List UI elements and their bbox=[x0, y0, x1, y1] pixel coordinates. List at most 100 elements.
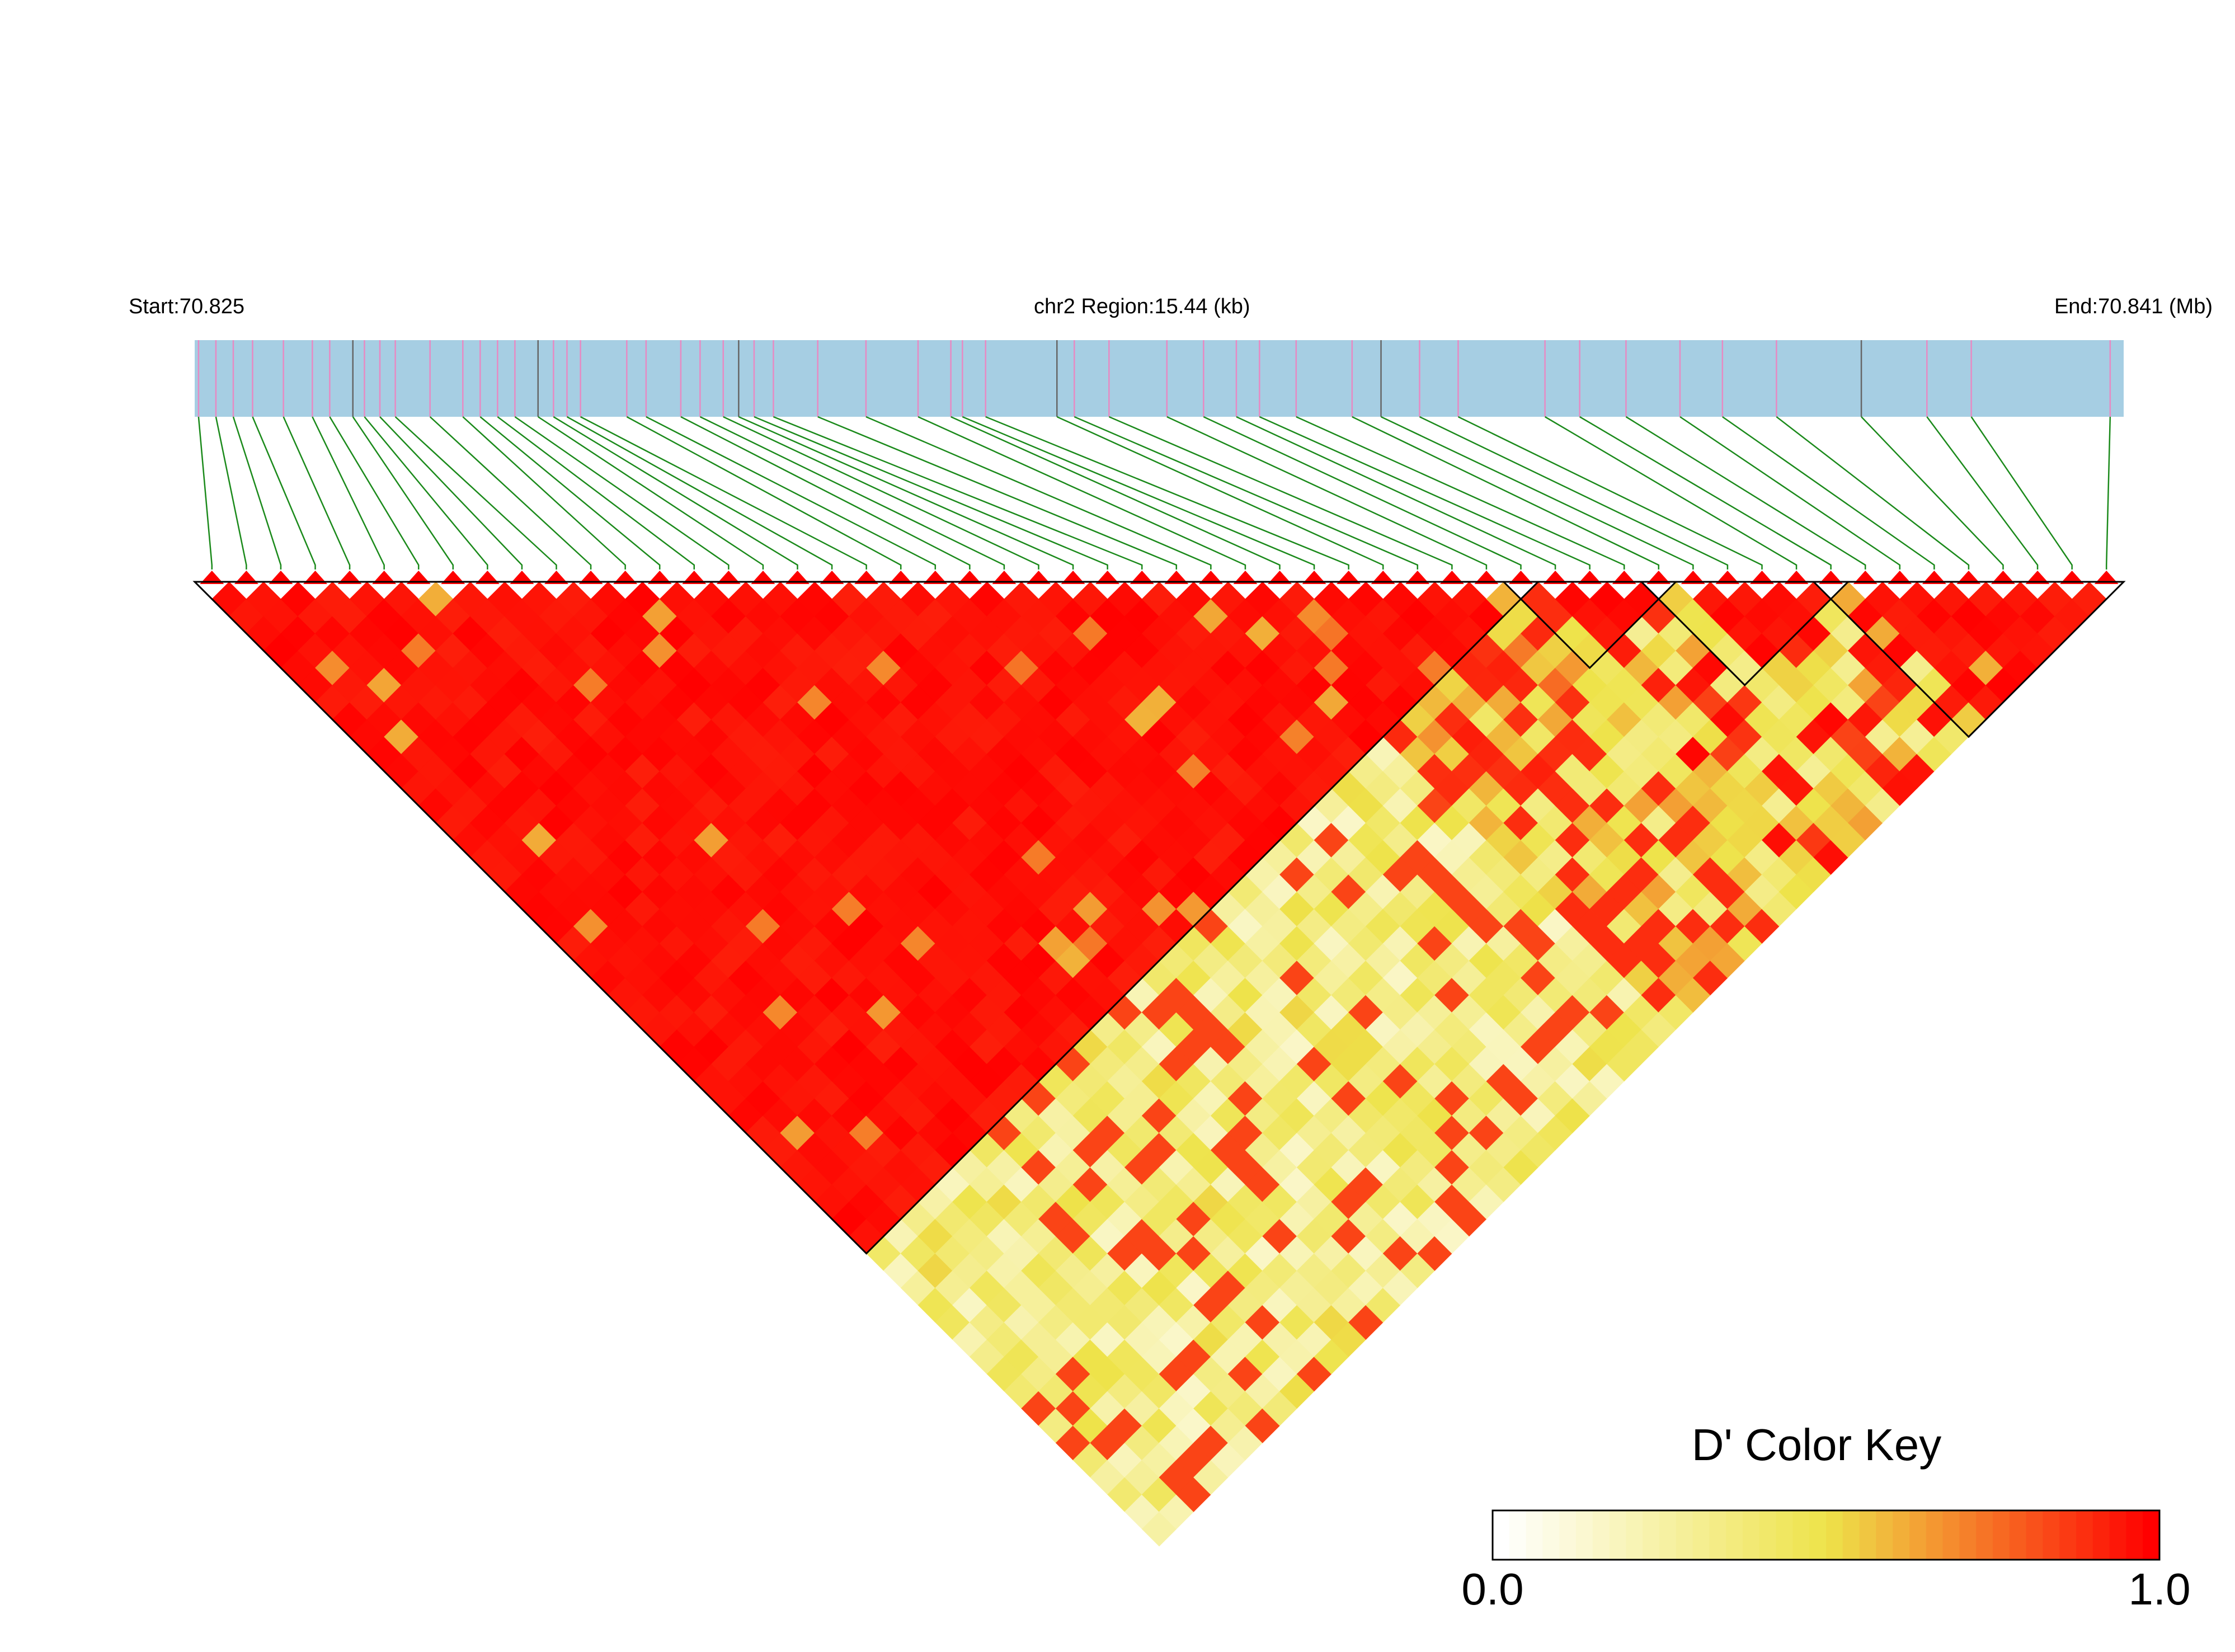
snp-connector bbox=[2105, 416, 2111, 570]
snp-connector bbox=[364, 416, 488, 570]
color-key-swatch bbox=[1509, 1510, 1527, 1560]
ld-heatmap-cells bbox=[211, 581, 2107, 1547]
snp-connector bbox=[1074, 416, 1419, 570]
snp-marker bbox=[1095, 571, 1120, 584]
snp-marker bbox=[1405, 571, 1430, 584]
snp-marker bbox=[441, 571, 465, 584]
start-position-label: Start:70.825 bbox=[129, 295, 244, 318]
snp-connector bbox=[680, 416, 971, 570]
color-key-min-label: 0.0 bbox=[1461, 1564, 1523, 1614]
snp-marker bbox=[1922, 571, 1946, 584]
snp-marker bbox=[1612, 571, 1636, 584]
snp-connector bbox=[917, 416, 1246, 570]
snp-connector bbox=[1579, 416, 1832, 570]
snp-marker bbox=[1439, 571, 1464, 584]
snp-connector bbox=[962, 416, 1315, 570]
color-key-swatch bbox=[2076, 1510, 2093, 1560]
color-key-swatch bbox=[1493, 1510, 1510, 1560]
snp-connector bbox=[723, 416, 1039, 570]
color-key-swatch bbox=[2026, 1510, 2043, 1560]
snp-marker bbox=[337, 571, 362, 584]
snp-connector bbox=[514, 416, 730, 570]
color-key-swatch bbox=[1893, 1510, 1910, 1560]
snp-connector bbox=[429, 416, 592, 570]
snp-connector bbox=[985, 416, 1349, 570]
snp-connector bbox=[215, 416, 247, 570]
color-key-swatch bbox=[2109, 1510, 2126, 1560]
snp-marker bbox=[1474, 571, 1499, 584]
snp-marker bbox=[1371, 571, 1395, 584]
snp-connector bbox=[1352, 416, 1660, 570]
snp-connector bbox=[283, 416, 351, 570]
snp-connector bbox=[646, 416, 937, 570]
snp-marker bbox=[1819, 571, 1843, 584]
snp-connector bbox=[1679, 416, 1901, 570]
snp-marker bbox=[1543, 571, 1568, 584]
snp-marker bbox=[888, 571, 913, 584]
color-key-swatch bbox=[1626, 1510, 1643, 1560]
snp-marker bbox=[1578, 571, 1602, 584]
snp-connector bbox=[1203, 416, 1522, 570]
color-key-swatch bbox=[2092, 1510, 2110, 1560]
color-key-swatch bbox=[2126, 1510, 2143, 1560]
color-key-swatch bbox=[2143, 1510, 2160, 1560]
snp-connector bbox=[394, 416, 557, 570]
color-key-swatch bbox=[1609, 1510, 1626, 1560]
snp-marker-row bbox=[200, 571, 2119, 584]
color-key-swatch bbox=[1559, 1510, 1577, 1560]
snp-marker bbox=[854, 571, 879, 584]
snp-connector bbox=[1236, 416, 1556, 570]
snp-connector bbox=[951, 416, 1281, 570]
snp-connector bbox=[462, 416, 626, 570]
color-key-swatch bbox=[1842, 1510, 1860, 1560]
snp-marker bbox=[1646, 571, 1671, 584]
snp-marker bbox=[1508, 571, 1533, 584]
color-key-swatch bbox=[1776, 1510, 1793, 1560]
snp-marker bbox=[234, 571, 258, 584]
snp-marker bbox=[475, 571, 500, 584]
snp-marker bbox=[200, 571, 224, 584]
color-key-swatch bbox=[1692, 1510, 1710, 1560]
snp-marker bbox=[1853, 571, 1878, 584]
color-key-swatch bbox=[1576, 1510, 1593, 1560]
snp-connector bbox=[197, 416, 213, 570]
snp-marker bbox=[1267, 571, 1292, 584]
snp-marker bbox=[1233, 571, 1258, 584]
color-key-max-label: 1.0 bbox=[2128, 1564, 2190, 1614]
snp-marker bbox=[1337, 571, 1361, 584]
snp-marker bbox=[269, 571, 293, 584]
snp-marker bbox=[1784, 571, 1809, 584]
snp-connector bbox=[817, 416, 1178, 570]
snp-connector bbox=[754, 416, 1108, 570]
snp-marker bbox=[2060, 571, 2085, 584]
snp-marker bbox=[1061, 571, 1085, 584]
snp-marker bbox=[716, 571, 741, 584]
snp-connector bbox=[1108, 416, 1453, 570]
end-position-label: End:70.841 (Mb) bbox=[2054, 295, 2213, 318]
color-key-swatch bbox=[1926, 1510, 1944, 1560]
color-key-swatch bbox=[1826, 1510, 1843, 1560]
snp-marker bbox=[1130, 571, 1154, 584]
snp-marker bbox=[303, 571, 328, 584]
snp-marker bbox=[372, 571, 397, 584]
haplotype-block-outline bbox=[1639, 581, 1851, 686]
color-key-swatch bbox=[1993, 1510, 2010, 1560]
snp-connector bbox=[252, 416, 316, 570]
color-key-swatch bbox=[2059, 1510, 2077, 1560]
snp-marker bbox=[2094, 571, 2119, 584]
color-key-swatch bbox=[1809, 1510, 1827, 1560]
color-key-swatch bbox=[1726, 1510, 1743, 1560]
color-key-swatch bbox=[1526, 1510, 1543, 1560]
snp-marker bbox=[1991, 571, 2016, 584]
color-key-swatch bbox=[1909, 1510, 1927, 1560]
snp-marker bbox=[992, 571, 1017, 584]
color-key-swatch bbox=[1676, 1510, 1693, 1560]
snp-connector-lines bbox=[197, 416, 2111, 570]
snp-tick-group bbox=[197, 340, 2111, 417]
snp-connector bbox=[232, 416, 282, 570]
color-key-swatch bbox=[1709, 1510, 1726, 1560]
color-key-swatch bbox=[1643, 1510, 1660, 1560]
color-key-swatch bbox=[1942, 1510, 1960, 1560]
snp-connector bbox=[379, 416, 523, 570]
